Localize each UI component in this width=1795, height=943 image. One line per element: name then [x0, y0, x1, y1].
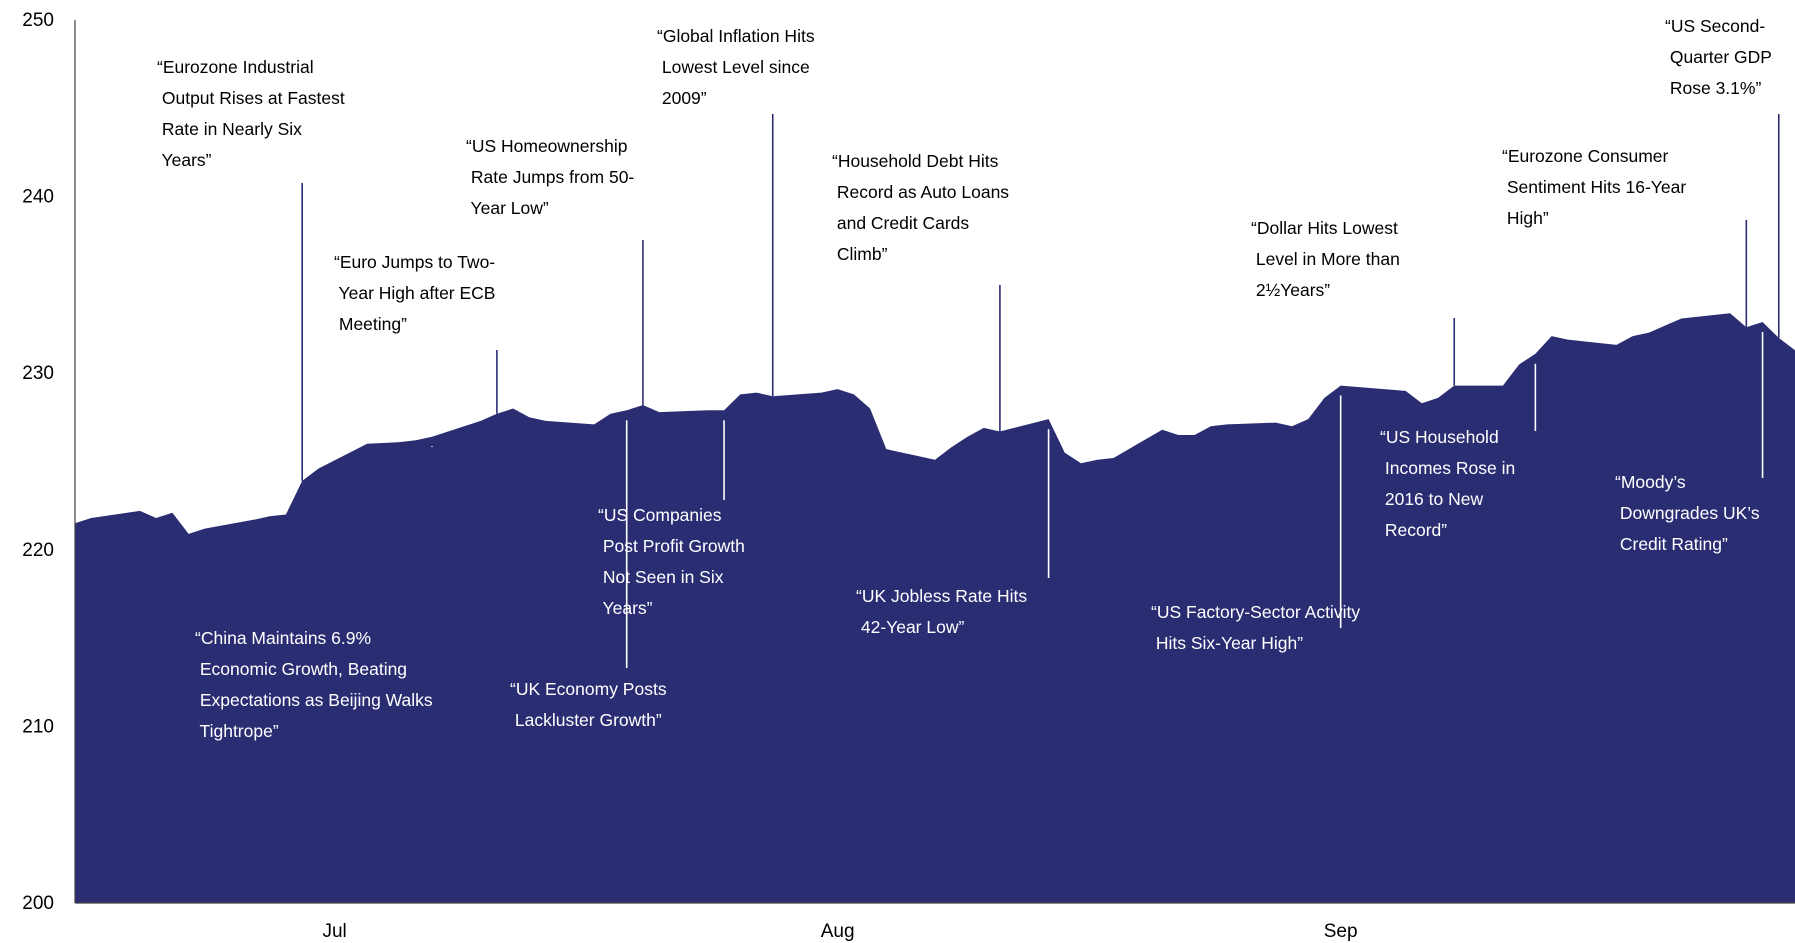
- annotation-line: Rose 3.1%”: [1665, 78, 1761, 98]
- annotation-line: Expectations as Beijing Walks: [195, 690, 433, 710]
- annotation-line: and Credit Cards: [832, 213, 969, 233]
- annotation-line: “UK Jobless Rate Hits: [856, 586, 1027, 606]
- annotation-layer: “Eurozone Industrial Output Rises at Fas…: [157, 16, 1780, 741]
- y-tick-label: 240: [22, 187, 54, 208]
- annotation-line: 2016 to New: [1380, 489, 1483, 509]
- x-tick-label: Aug: [821, 921, 855, 942]
- y-tick-label: 230: [22, 363, 54, 384]
- annotation-text: “UK Jobless Rate Hits 42-Year Low”: [856, 586, 1027, 637]
- annotation-line: Rate Jumps from 50-: [466, 167, 634, 187]
- annotation-line: 42-Year Low”: [856, 617, 964, 637]
- annotation-line: Lowest Level since: [657, 57, 810, 77]
- annotation-text: “US Factory-Sector Activity Hits Six-Yea…: [1151, 602, 1360, 653]
- annotation-text: “Moody’s Downgrades UK’s Credit Rating”: [1615, 472, 1760, 554]
- annotation-line: Record as Auto Loans: [832, 182, 1009, 202]
- annotation-line: 2½Years”: [1251, 280, 1330, 300]
- annotation-line: Years”: [598, 598, 653, 618]
- annotation-line: “Moody’s: [1615, 472, 1686, 492]
- annotation-line: Output Rises at Fastest: [157, 88, 345, 108]
- area-series: [75, 313, 1795, 903]
- area-layer: [75, 313, 1795, 903]
- annotation-line: “Household Debt Hits: [832, 151, 999, 171]
- annotation-text: “Dollar Hits Lowest Level in More than 2…: [1251, 218, 1400, 300]
- annotation-line: Credit Rating”: [1615, 534, 1728, 554]
- annotation-line: “US Second-: [1665, 16, 1765, 36]
- annotation-line: Hits Six-Year High”: [1151, 633, 1303, 653]
- y-tick-label: 220: [22, 540, 54, 561]
- x-tick-label: Jul: [322, 921, 346, 942]
- annotation-line: 2009”: [657, 88, 707, 108]
- annotation-line: Lackluster Growth”: [510, 710, 662, 730]
- annotation-text: “US Second- Quarter GDP Rose 3.1%”: [1665, 16, 1772, 98]
- annotation-line: “US Homeownership: [466, 136, 627, 156]
- annotation-line: High”: [1502, 208, 1549, 228]
- annotation-line: “Dollar Hits Lowest: [1251, 218, 1398, 238]
- annotation-line: Years”: [157, 150, 212, 170]
- annotation-text: “China Maintains 6.9% Economic Growth, B…: [195, 628, 433, 741]
- annotation-line: Tightrope”: [195, 721, 279, 741]
- annotation-line: Post Profit Growth: [598, 536, 745, 556]
- annotation-line: Incomes Rose in: [1380, 458, 1515, 478]
- annotation-text: “Eurozone Industrial Output Rises at Fas…: [157, 57, 345, 170]
- annotation-line: “US Factory-Sector Activity: [1151, 602, 1360, 622]
- y-tick-label: 210: [22, 716, 54, 737]
- annotation-text: “US Companies Post Profit Growth Not See…: [598, 505, 745, 618]
- annotation-line: “China Maintains 6.9%: [195, 628, 371, 648]
- annotation-line: “Global Inflation Hits: [657, 26, 815, 46]
- annotation-line: Record”: [1380, 520, 1447, 540]
- annotation-line: Not Seen in Six: [598, 567, 724, 587]
- annotation-line: Climb”: [832, 244, 888, 264]
- axis-layer: 200 210 220 230 240 250 Jul Aug Sep: [22, 10, 1795, 942]
- x-tick-label: Sep: [1324, 921, 1358, 942]
- annotation-line: “US Companies: [598, 505, 722, 525]
- annotation-text: “Household Debt Hits Record as Auto Loan…: [832, 151, 1009, 264]
- annotation-line: Quarter GDP: [1665, 47, 1772, 67]
- annotation-line: “Eurozone Industrial: [157, 57, 314, 77]
- annotation-text: “US Homeownership Rate Jumps from 50- Ye…: [466, 136, 634, 218]
- annotation-line: Year High after ECB: [334, 283, 495, 303]
- annotation-line: Meeting”: [334, 314, 407, 334]
- annotation-line: “UK Economy Posts: [510, 679, 667, 699]
- annotation-text: “Global Inflation Hits Lowest Level sinc…: [657, 26, 815, 108]
- annotation-line: “US Household: [1380, 427, 1499, 447]
- annotation-line: Level in More than: [1251, 249, 1400, 269]
- y-tick-label: 250: [22, 10, 54, 31]
- annotation-line: Downgrades UK’s: [1615, 503, 1760, 523]
- annotation-text: “UK Economy Posts Lackluster Growth”: [510, 679, 667, 730]
- annotation-line: “Euro Jumps to Two-: [334, 252, 495, 272]
- annotation-line: “Eurozone Consumer: [1502, 146, 1668, 166]
- annotation-line: Economic Growth, Beating: [195, 659, 407, 679]
- annotation-line: Rate in Nearly Six: [157, 119, 302, 139]
- annotation-text: “Euro Jumps to Two- Year High after ECB …: [334, 252, 495, 334]
- annotation-text: “Eurozone Consumer Sentiment Hits 16-Yea…: [1502, 146, 1686, 228]
- annotation-text: “US Household Incomes Rose in 2016 to Ne…: [1380, 427, 1515, 540]
- y-tick-label: 200: [22, 893, 54, 914]
- annotation-line: Year Low”: [466, 198, 549, 218]
- annotation-line: Sentiment Hits 16-Year: [1502, 177, 1686, 197]
